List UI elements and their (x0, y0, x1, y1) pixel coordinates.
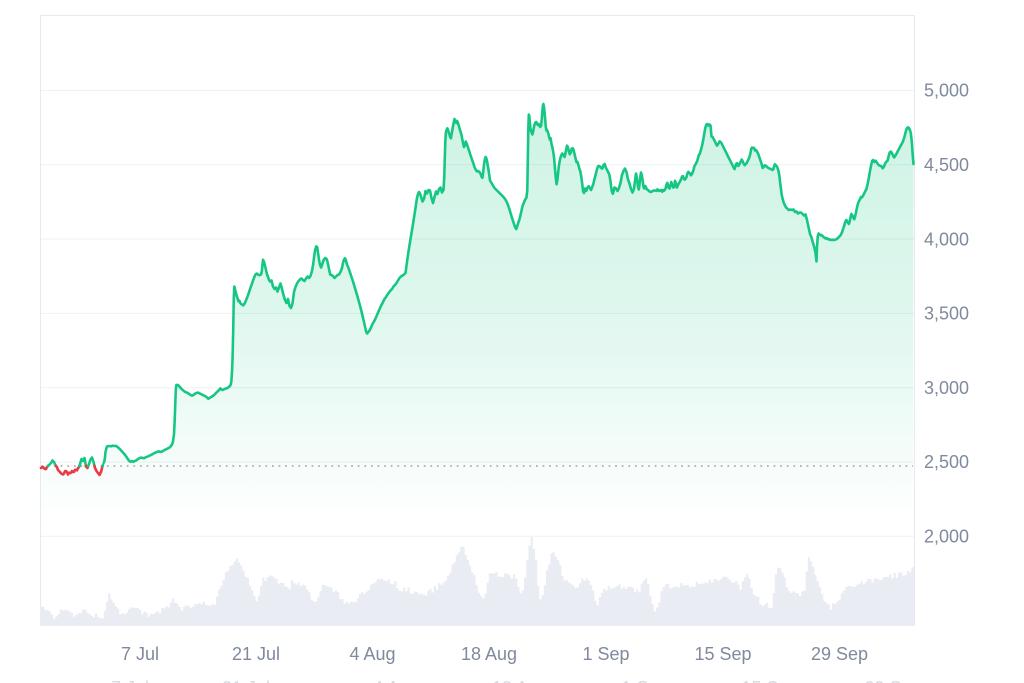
svg-text:3,500: 3,500 (924, 304, 969, 324)
svg-text:2,000: 2,000 (924, 527, 969, 547)
svg-text:18 Aug: 18 Aug (492, 678, 548, 683)
svg-text:1 Sep: 1 Sep (582, 644, 629, 664)
svg-text:5,000: 5,000 (924, 81, 969, 101)
svg-text:2,500: 2,500 (924, 452, 969, 472)
svg-text:18 Aug: 18 Aug (461, 644, 517, 664)
svg-text:4,000: 4,000 (924, 229, 969, 249)
svg-text:21 Jul: 21 Jul (222, 678, 270, 683)
svg-text:7 Jul: 7 Jul (121, 644, 159, 664)
svg-text:1 Sep: 1 Sep (621, 678, 668, 683)
svg-text:29 Sep: 29 Sep (811, 644, 868, 664)
svg-text:4 Aug: 4 Aug (373, 678, 419, 683)
svg-text:7 Jul: 7 Jul (111, 678, 149, 683)
svg-text:29 Sep: 29 Sep (864, 678, 921, 683)
svg-text:3,000: 3,000 (924, 378, 969, 398)
svg-text:21 Jul: 21 Jul (232, 644, 280, 664)
svg-text:4 Aug: 4 Aug (349, 644, 395, 664)
svg-text:4,500: 4,500 (924, 155, 969, 175)
svg-text:15 Sep: 15 Sep (694, 644, 751, 664)
svg-text:15 Sep: 15 Sep (741, 678, 798, 683)
